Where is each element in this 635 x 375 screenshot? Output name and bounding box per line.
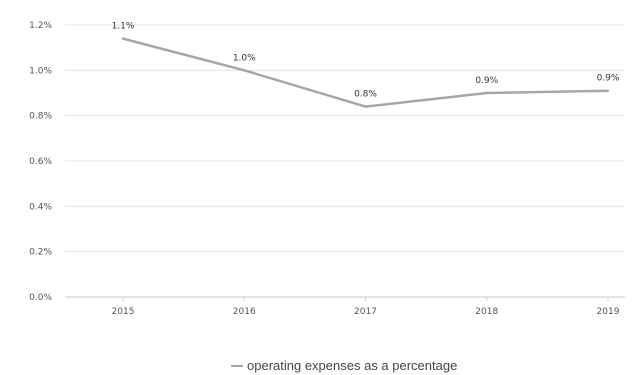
data-label: 1.0% bbox=[233, 53, 256, 63]
data-labels: 1.1% 1.0% 0.8% 0.9% 0.9% bbox=[112, 22, 620, 100]
legend-label: operating expenses as a percentage bbox=[247, 358, 457, 373]
data-point bbox=[243, 69, 246, 72]
x-tick-label: 2015 bbox=[112, 307, 135, 317]
y-tick-label: 0.0% bbox=[29, 293, 52, 303]
y-tick-label: 0.6% bbox=[29, 157, 52, 167]
series bbox=[121, 37, 610, 108]
x-tick-label: 2017 bbox=[354, 307, 377, 317]
x-tick-label: 2016 bbox=[233, 307, 256, 317]
x-tick-label: 2019 bbox=[597, 307, 620, 317]
x-tick-label: 2018 bbox=[475, 307, 498, 317]
data-label: 0.8% bbox=[354, 90, 377, 100]
data-point bbox=[364, 105, 367, 108]
y-tick-label: 0.4% bbox=[29, 202, 52, 212]
y-tick-label: 1.2% bbox=[29, 21, 52, 31]
gridlines bbox=[65, 24, 625, 253]
data-label: 0.9% bbox=[475, 76, 498, 86]
y-tick-label: 0.2% bbox=[29, 248, 52, 258]
legend: operating expenses as a percentage bbox=[231, 358, 457, 373]
y-tick-label: 0.8% bbox=[29, 112, 52, 122]
data-point bbox=[606, 89, 610, 92]
y-tick-label: 1.0% bbox=[29, 66, 52, 76]
axes: 0.0% 0.2% 0.4% 0.6% 0.8% 1.0% 1.2% 2015 2016 2017… bbox=[29, 21, 625, 317]
data-label: 0.9% bbox=[597, 74, 620, 84]
data-point bbox=[121, 37, 125, 40]
data-label: 1.1% bbox=[112, 22, 135, 32]
data-point bbox=[485, 91, 488, 95]
